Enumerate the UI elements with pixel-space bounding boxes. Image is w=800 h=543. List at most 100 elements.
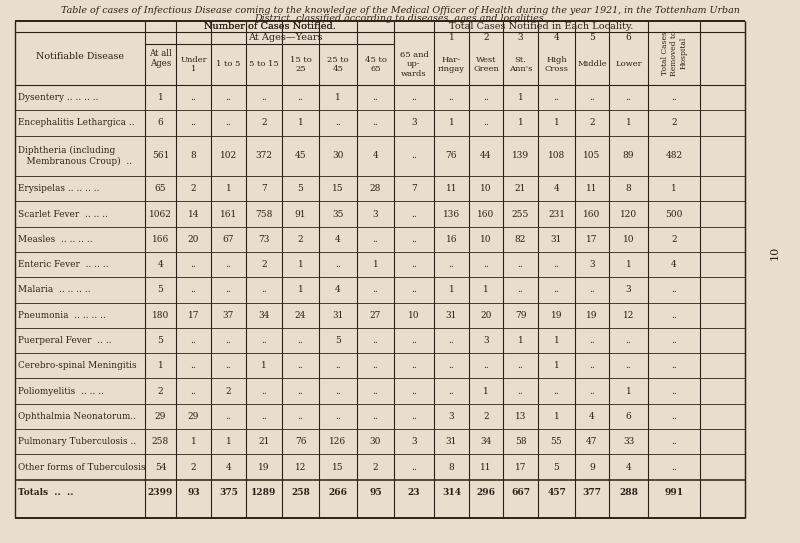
Text: ..: .. (518, 260, 523, 269)
Text: St.
Ann's: St. Ann's (509, 56, 532, 73)
Text: 139: 139 (512, 151, 529, 160)
Text: ..: .. (261, 93, 267, 102)
Text: ..: .. (589, 387, 595, 396)
Text: ..: .. (261, 387, 267, 396)
Text: District, classified according to diseases, ages and localities.: District, classified according to diseas… (254, 14, 546, 23)
Text: 1: 1 (518, 93, 523, 102)
Text: Totals  ..  ..: Totals .. .. (18, 488, 74, 497)
Text: Cerebro-spinal Meningitis: Cerebro-spinal Meningitis (18, 361, 137, 370)
Text: 4: 4 (626, 463, 631, 471)
Text: West
Green: West Green (473, 56, 499, 73)
Text: 15: 15 (332, 463, 344, 471)
Text: 180: 180 (152, 311, 169, 320)
Text: 8: 8 (190, 151, 196, 160)
Text: 1: 1 (449, 118, 454, 128)
Text: 82: 82 (515, 235, 526, 244)
Text: 3: 3 (626, 286, 631, 294)
Text: 4: 4 (158, 260, 163, 269)
Text: 2: 2 (261, 118, 267, 128)
Text: 1289: 1289 (251, 488, 277, 497)
Text: 9: 9 (589, 463, 595, 471)
Text: 482: 482 (666, 151, 682, 160)
Text: Diphtheria (including
   Membranous Croup)  ..: Diphtheria (including Membranous Croup) … (18, 146, 132, 166)
Text: Under
1: Under 1 (180, 56, 207, 73)
Text: 166: 166 (152, 235, 169, 244)
Text: 10: 10 (622, 235, 634, 244)
Text: ..: .. (671, 93, 677, 102)
Text: 1: 1 (518, 336, 523, 345)
Text: Number of Cases Notified.: Number of Cases Notified. (203, 22, 335, 31)
Text: 15: 15 (332, 184, 344, 193)
Text: 2: 2 (261, 260, 267, 269)
Text: 258: 258 (291, 488, 310, 497)
Text: 105: 105 (583, 151, 601, 160)
Text: 4: 4 (554, 184, 559, 193)
Text: 34: 34 (258, 311, 270, 320)
Text: 45 to
65: 45 to 65 (365, 56, 386, 73)
Text: 31: 31 (332, 311, 344, 320)
Text: ..: .. (518, 387, 523, 396)
Text: 266: 266 (329, 488, 347, 497)
Text: ..: .. (190, 286, 196, 294)
Text: 7: 7 (411, 184, 417, 193)
Text: 1: 1 (554, 118, 559, 128)
Text: 3: 3 (518, 33, 523, 41)
Text: ..: .. (671, 387, 677, 396)
Text: 2: 2 (373, 463, 378, 471)
Text: 1: 1 (190, 437, 196, 446)
Text: ..: .. (589, 286, 595, 294)
Text: Other forms of Tuberculosis: Other forms of Tuberculosis (18, 463, 146, 471)
Text: Notifiable Disease: Notifiable Disease (36, 52, 124, 61)
Text: ..: .. (373, 118, 378, 128)
Text: 4: 4 (335, 286, 341, 294)
Text: 1: 1 (373, 260, 378, 269)
Text: 65 and
up-
wards: 65 and up- wards (399, 51, 429, 78)
Text: ..: .. (449, 361, 454, 370)
Text: ..: .. (518, 286, 523, 294)
Text: 8: 8 (626, 184, 631, 193)
Text: 79: 79 (514, 311, 526, 320)
Text: 5: 5 (158, 336, 163, 345)
Text: 89: 89 (622, 151, 634, 160)
Text: 1062: 1062 (149, 210, 172, 218)
Text: ..: .. (589, 361, 595, 370)
Text: ..: .. (226, 412, 231, 421)
Text: ..: .. (373, 336, 378, 345)
Text: ..: .. (373, 387, 378, 396)
Text: 11: 11 (480, 463, 492, 471)
Text: 1: 1 (226, 184, 231, 193)
Text: 5 to 15: 5 to 15 (249, 60, 279, 68)
Text: 76: 76 (294, 437, 306, 446)
Text: ..: .. (226, 361, 231, 370)
Text: ..: .. (411, 93, 417, 102)
Text: 4: 4 (335, 235, 341, 244)
Text: ..: .. (589, 93, 595, 102)
Text: ..: .. (671, 286, 677, 294)
Text: ..: .. (261, 336, 267, 345)
Text: 76: 76 (446, 151, 458, 160)
Text: ..: .. (626, 93, 631, 102)
Text: 2: 2 (298, 235, 303, 244)
Text: At all
Ages: At all Ages (149, 49, 172, 68)
Text: 231: 231 (548, 210, 565, 218)
Text: 457: 457 (547, 488, 566, 497)
Text: 54: 54 (154, 463, 166, 471)
Text: ..: .. (449, 260, 454, 269)
Text: ..: .. (411, 412, 417, 421)
Text: 7: 7 (261, 184, 267, 193)
Text: 5: 5 (589, 33, 595, 41)
Text: 67: 67 (222, 235, 234, 244)
Text: Encephalitis Lethargica ..: Encephalitis Lethargica .. (18, 118, 134, 128)
Text: 4: 4 (226, 463, 231, 471)
Text: 17: 17 (586, 235, 598, 244)
Text: 500: 500 (666, 210, 682, 218)
Text: 2: 2 (671, 235, 677, 244)
Text: 667: 667 (511, 488, 530, 497)
Text: 10: 10 (408, 311, 420, 320)
Text: ..: .. (518, 361, 523, 370)
Text: 160: 160 (583, 210, 601, 218)
Text: Enteric Fever  .. .. ..: Enteric Fever .. .. .. (18, 260, 109, 269)
Text: 1: 1 (483, 286, 489, 294)
Text: 1: 1 (626, 118, 631, 128)
Text: ..: .. (411, 286, 417, 294)
